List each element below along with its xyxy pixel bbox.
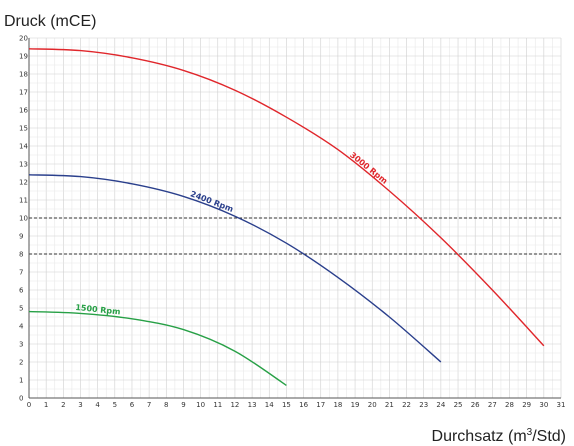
x-tick-label: 16 bbox=[299, 401, 308, 409]
series-label-3000-rpm: 3000 Rpm bbox=[348, 150, 389, 185]
x-tick-label: 12 bbox=[230, 401, 239, 409]
x-tick-label: 8 bbox=[164, 401, 168, 409]
y-tick-label: 0 bbox=[19, 395, 23, 403]
x-tick-label: 1 bbox=[44, 401, 48, 409]
y-tick-label: 8 bbox=[19, 251, 23, 259]
x-tick-label: 21 bbox=[385, 401, 394, 409]
y-tick-label: 1 bbox=[19, 377, 23, 385]
x-axis-title-prefix: Durchsatz (m bbox=[432, 428, 527, 445]
series-line-2400-rpm bbox=[28, 174, 442, 363]
y-tick-label: 7 bbox=[19, 269, 23, 277]
x-tick-label: 22 bbox=[402, 401, 411, 409]
y-axis-title: Druck (mCE) bbox=[4, 13, 96, 30]
x-tick-label: 17 bbox=[316, 401, 325, 409]
x-tick-label: 19 bbox=[351, 401, 360, 409]
x-tick-label: 3 bbox=[78, 401, 82, 409]
y-tick-label: 20 bbox=[19, 35, 28, 43]
x-tick-label: 28 bbox=[505, 401, 514, 409]
y-tick-label: 18 bbox=[19, 71, 28, 79]
y-tick-label: 16 bbox=[19, 107, 28, 115]
x-tick-label: 23 bbox=[419, 401, 428, 409]
x-tick-label: 30 bbox=[539, 401, 548, 409]
x-tick-label: 26 bbox=[471, 401, 480, 409]
x-tick-label: 15 bbox=[282, 401, 291, 409]
x-tick-label: 0 bbox=[27, 401, 31, 409]
x-tick-label: 25 bbox=[454, 401, 463, 409]
x-tick-label: 9 bbox=[181, 401, 185, 409]
reference-lines bbox=[29, 217, 561, 255]
series-line-3000-rpm bbox=[28, 48, 545, 347]
y-tick-label: 17 bbox=[19, 89, 28, 97]
x-axis-title: Durchsatz (m3/Std) bbox=[432, 427, 566, 445]
x-tick-label: 18 bbox=[333, 401, 342, 409]
x-tick-label: 29 bbox=[522, 401, 531, 409]
y-tick-label: 3 bbox=[19, 341, 23, 349]
series-line-1500-rpm bbox=[28, 310, 287, 386]
x-tick-label: 7 bbox=[147, 401, 151, 409]
y-tick-label: 11 bbox=[19, 197, 28, 205]
y-tick-label: 13 bbox=[19, 161, 28, 169]
x-tick-label: 14 bbox=[265, 401, 274, 409]
x-tick-label: 10 bbox=[196, 401, 205, 409]
x-tick-label: 31 bbox=[557, 401, 566, 409]
x-axis-title-superscript: 3 bbox=[527, 427, 533, 438]
x-tick-label: 13 bbox=[248, 401, 257, 409]
y-tick-label: 2 bbox=[19, 359, 23, 367]
y-tick-label: 12 bbox=[19, 179, 28, 187]
x-tick-label: 24 bbox=[436, 401, 445, 409]
x-tick-label: 2 bbox=[61, 401, 65, 409]
x-axis-title-suffix: /Std) bbox=[532, 428, 566, 445]
x-tick-label: 11 bbox=[213, 401, 222, 409]
x-tick-label: 5 bbox=[113, 401, 117, 409]
y-tick-label: 6 bbox=[19, 287, 24, 295]
y-tick-label: 19 bbox=[19, 53, 28, 61]
y-tick-label: 4 bbox=[19, 323, 24, 331]
series-label-2400-rpm: 2400 Rpm bbox=[189, 189, 234, 214]
x-tick-label: 4 bbox=[95, 401, 100, 409]
y-tick-label: 5 bbox=[19, 305, 23, 313]
series-curves bbox=[28, 48, 545, 386]
x-tick-label: 20 bbox=[368, 401, 377, 409]
axes bbox=[28, 38, 561, 399]
y-tick-label: 10 bbox=[19, 215, 28, 223]
x-tick-label: 27 bbox=[488, 401, 497, 409]
y-tick-label: 15 bbox=[19, 125, 28, 133]
y-tick-label: 14 bbox=[19, 143, 28, 151]
x-tick-label: 6 bbox=[130, 401, 135, 409]
x-tick-labels: 0 1 2 3 4 5 6 7 8 9 10 11 12 13 14 15 16 17 18 19 20 21 22 23 24… bbox=[27, 401, 566, 409]
y-tick-label: 9 bbox=[19, 233, 23, 241]
